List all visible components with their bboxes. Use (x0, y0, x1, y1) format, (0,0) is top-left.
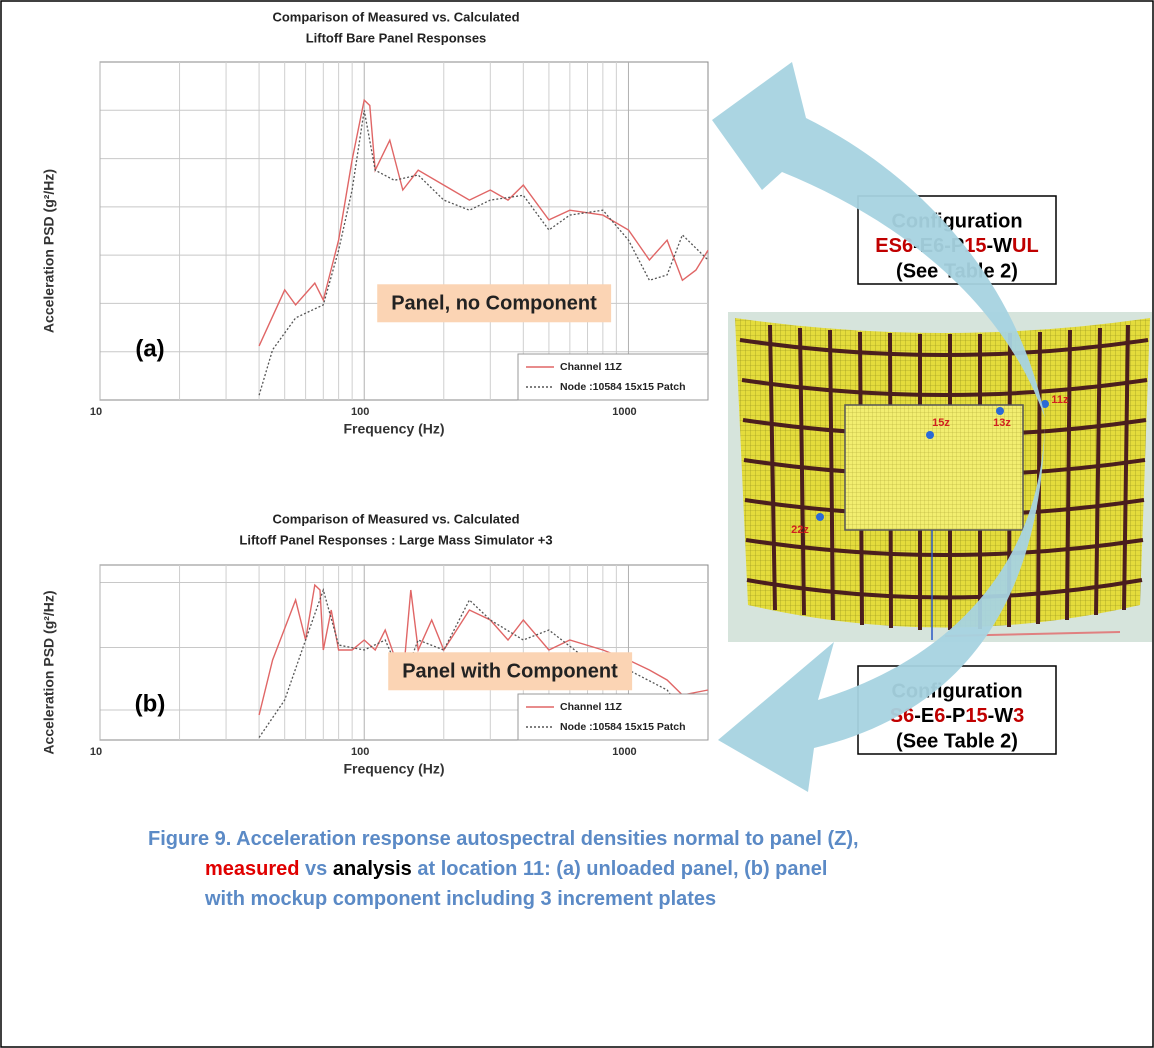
fe-model: 15z 13z 11z 22z (728, 312, 1152, 642)
x-axis-label: Frequency (Hz) (343, 761, 444, 777)
text-segment: -W (988, 705, 1014, 727)
x-tick-label: 100 (351, 406, 369, 418)
chart-title: Liftoff Panel Responses : Large Mass Sim… (239, 532, 552, 547)
legend-label: Node :10584 15x15 Patch (560, 381, 686, 393)
x-tick-label: 10 (90, 746, 102, 758)
point-label: 22z (791, 524, 809, 536)
text-segment: Figure 9. Acceleration response autospec… (148, 828, 859, 850)
text-segment: -P (945, 705, 965, 727)
legend-box (517, 693, 709, 741)
segmented-text: measured vs analysis at location 11: (a)… (205, 858, 827, 880)
point-label: 13z (993, 417, 1011, 429)
text-segment: measured (205, 858, 300, 880)
text-segment: 15 (965, 705, 987, 727)
series-line (258, 98, 709, 347)
text-segment: ES6 (875, 235, 913, 257)
text-segment: 15 (964, 235, 986, 257)
y-axis-label: Acceleration PSD (g²/Hz) (41, 590, 57, 754)
legend-label: Channel 11Z (560, 701, 622, 713)
segmented-text: Figure 9. Acceleration response autospec… (148, 828, 859, 850)
legend-box (517, 353, 709, 401)
panel-note: Panel with Component (402, 660, 618, 682)
legend-label: Node :10584 15x15 Patch (560, 721, 686, 733)
x-axis-label: Frequency (Hz) (343, 421, 444, 437)
text-segment: at location 11: (a) unloaded panel, (b) … (412, 858, 828, 880)
text-segment: UL (1012, 235, 1039, 257)
config-text: (See Table 2) (896, 730, 1018, 752)
text-segment: 6 (934, 705, 945, 727)
point-label: 15z (932, 417, 950, 429)
x-tick-label: 1000 (612, 746, 636, 758)
chart-title: Liftoff Bare Panel Responses (306, 30, 487, 45)
note-box (388, 652, 633, 691)
x-tick-label: 10 (90, 406, 102, 418)
text-segment: -E (914, 705, 934, 727)
note-box (377, 284, 612, 323)
text-segment: analysis (333, 858, 412, 880)
y-axis-label: Acceleration PSD (g²/Hz) (41, 169, 57, 333)
panel-note: Panel, no Component (391, 292, 597, 314)
chart-title: Comparison of Measured vs. Calculated (272, 9, 519, 24)
legend-label: Channel 11Z (560, 361, 622, 373)
text-segment: with mockup component including 3 increm… (204, 888, 716, 910)
x-tick-label: 1000 (612, 406, 636, 418)
panel-label: (a) (135, 335, 164, 362)
series-line (258, 110, 709, 396)
segmented-text: S6-E6-P15-W3 (890, 705, 1025, 727)
text-segment: vs (300, 858, 333, 880)
segmented-text: with mockup component including 3 increm… (204, 888, 716, 910)
series-line (258, 583, 709, 716)
text-segment: -W (986, 235, 1012, 257)
x-tick-label: 100 (351, 746, 369, 758)
arrows (712, 62, 1045, 792)
plot-area (99, 61, 709, 401)
panel-label: (b) (135, 690, 166, 717)
point-label: 11z (1051, 394, 1069, 406)
text-segment: 3 (1013, 705, 1024, 727)
chart-title: Comparison of Measured vs. Calculated (272, 511, 519, 526)
